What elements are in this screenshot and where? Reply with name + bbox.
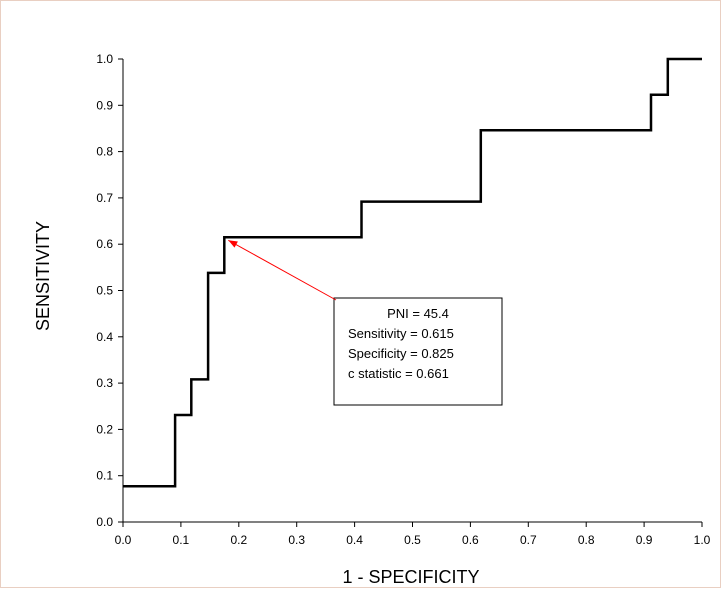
x-tick-label: 0.4 (346, 533, 363, 547)
x-tick-label: 0.0 (115, 533, 132, 547)
annotation-line: Sensitivity = 0.615 (348, 326, 454, 341)
x-axis-title: 1 - SPECIFICITY (342, 567, 479, 587)
annotation-line: PNI = 45.4 (387, 306, 449, 321)
y-tick-label: 1.0 (96, 52, 113, 66)
y-tick-label: 0.2 (96, 422, 113, 436)
annotation-line: Specificity = 0.825 (348, 346, 454, 361)
roc-curve-line (123, 57, 702, 488)
x-tick-label: 0.2 (230, 533, 247, 547)
x-tick-label: 0.1 (173, 533, 190, 547)
y-tick-label: 0.5 (96, 284, 113, 298)
annotation-line: c statistic = 0.661 (348, 366, 449, 381)
x-tick-label: 0.7 (520, 533, 537, 547)
annotation-arrow-head (228, 240, 238, 248)
y-tick-label: 0.8 (96, 145, 113, 159)
y-tick-label: 0.4 (96, 330, 113, 344)
x-tick-label: 0.5 (404, 533, 421, 547)
y-axis-title: SENSITIVITY (33, 221, 53, 331)
x-tick-label: 0.9 (636, 533, 653, 547)
y-tick-label: 0.3 (96, 376, 113, 390)
y-tick-label: 0.0 (96, 515, 113, 529)
annotation-arrow-line (228, 239, 337, 301)
annotation-box (333, 297, 503, 406)
y-tick-label: 0.1 (96, 469, 113, 483)
x-tick-label: 0.3 (288, 533, 305, 547)
y-tick-label: 0.9 (96, 98, 113, 112)
x-tick-label: 0.8 (578, 533, 595, 547)
x-tick-label: 1.0 (694, 533, 711, 547)
x-tick-label: 0.6 (462, 533, 479, 547)
y-tick-label: 0.7 (96, 191, 113, 205)
y-tick-label: 0.6 (96, 237, 113, 251)
